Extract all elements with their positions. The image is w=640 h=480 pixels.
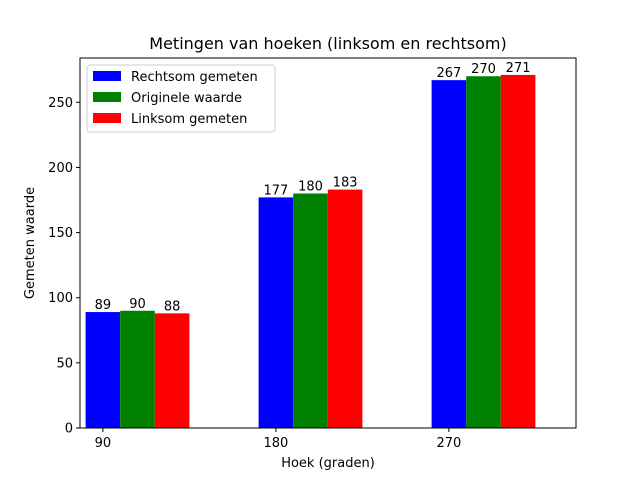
x-tick-label: 270 <box>436 436 461 451</box>
legend-swatch <box>93 92 121 102</box>
bar-originele-waarde-270 <box>466 76 501 429</box>
y-tick-label: 50 <box>56 356 73 371</box>
bar-linksom-gemeten-180 <box>327 189 363 428</box>
bar-originele-waarde-90 <box>120 310 155 428</box>
data-label: 90 <box>129 297 146 312</box>
data-label: 177 <box>263 183 288 198</box>
y-tick-label: 100 <box>48 291 73 306</box>
legend-swatch <box>93 71 121 81</box>
y-tick-label: 200 <box>48 161 73 176</box>
y-axis-ticks: 0 50 100 150 200 250 <box>48 96 80 437</box>
bar-linksom-gemeten-90 <box>154 313 190 428</box>
chart-title: Metingen van hoeken (linksom en rechtsom… <box>149 34 506 53</box>
data-label: 88 <box>164 299 181 314</box>
legend-label: Linksom gemeten <box>131 112 247 127</box>
y-axis-label: Gemeten waarde <box>23 187 38 299</box>
bar-rechtsom-gemeten-180 <box>258 197 294 428</box>
x-axis-ticks: 90 180 270 <box>95 428 461 451</box>
bar-rechtsom-gemeten-90 <box>85 312 121 428</box>
y-tick-label: 0 <box>65 422 73 437</box>
data-labels-group: 89 177 267 90 180 270 88 183 271 <box>95 61 531 314</box>
y-tick-label: 150 <box>48 226 73 241</box>
x-tick-label: 90 <box>95 436 112 451</box>
bar-originele-waarde-180 <box>293 193 328 428</box>
data-label: 271 <box>506 61 531 76</box>
x-axis-label: Hoek (graden) <box>281 456 375 471</box>
bar-rechtsom-gemeten-270 <box>431 80 467 429</box>
bars-group <box>85 74 536 429</box>
legend-swatch <box>93 113 121 123</box>
legend: Rechtsom gemeten Originele waarde Linksom … <box>86 64 276 133</box>
plot-frame <box>79 57 577 429</box>
legend-label: Originele waarde <box>131 91 242 106</box>
bar-linksom-gemeten-270 <box>500 74 536 428</box>
y-tick-label: 250 <box>48 96 73 111</box>
data-label: 267 <box>436 66 461 81</box>
legend-box <box>86 64 276 133</box>
data-label: 180 <box>298 179 323 194</box>
data-label: 270 <box>471 62 496 77</box>
data-label: 183 <box>333 176 358 191</box>
x-tick-label: 180 <box>263 436 288 451</box>
data-label: 89 <box>95 298 112 313</box>
legend-label: Rechtsom gemeten <box>131 70 258 85</box>
